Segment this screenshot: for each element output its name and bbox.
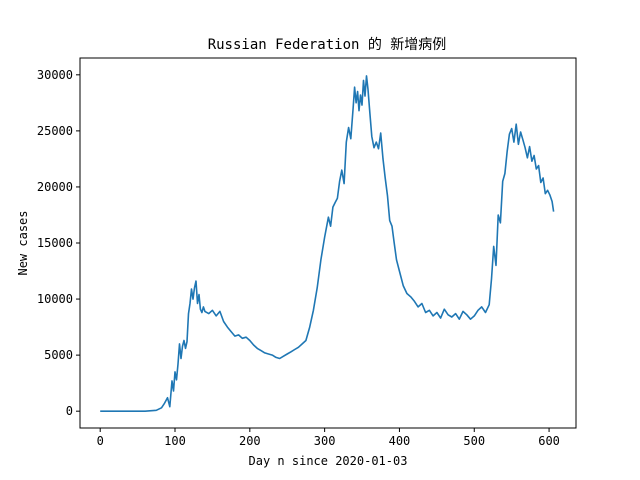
y-tick-label: 5000	[44, 348, 73, 362]
x-tick-label: 0	[97, 434, 104, 448]
x-tick-label: 300	[314, 434, 336, 448]
x-tick-label: 400	[389, 434, 411, 448]
x-axis-label: Day n since 2020-01-03	[249, 454, 408, 468]
y-tick-label: 15000	[37, 236, 73, 250]
chart-title: Russian Federation 的 新增病例	[208, 37, 447, 53]
y-tick-label: 0	[66, 404, 73, 418]
y-tick-label: 30000	[37, 68, 73, 82]
x-axis: 0 100 200 300 400 500 600	[97, 428, 560, 448]
y-tick-label: 25000	[37, 124, 73, 138]
plot-area	[100, 75, 555, 412]
y-tick-label: 10000	[37, 292, 73, 306]
y-axis: 0 5000 10000 15000 20000 25000 30000	[37, 68, 80, 418]
y-tick-label: 20000	[37, 180, 73, 194]
y-axis-label: New cases	[16, 210, 30, 275]
series-line-0	[100, 75, 555, 412]
x-tick-label: 500	[463, 434, 485, 448]
x-tick-label: 100	[164, 434, 186, 448]
x-tick-label: 200	[239, 434, 261, 448]
plot-frame	[79, 57, 577, 429]
x-tick-label: 600	[538, 434, 560, 448]
